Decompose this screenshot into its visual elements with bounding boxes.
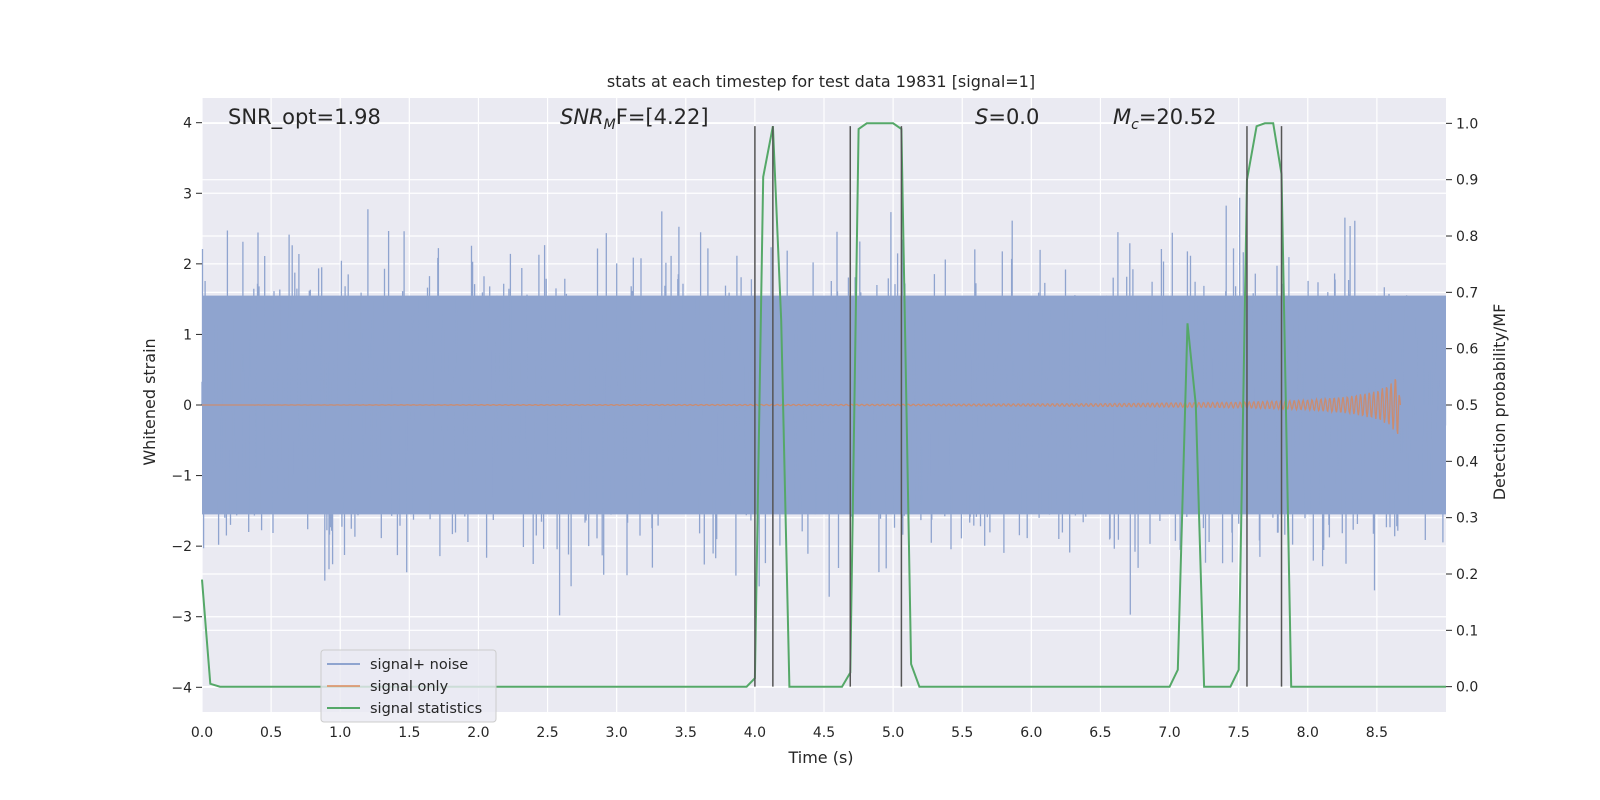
- annotation-snr-mf-rest: F=[4.22]: [616, 105, 709, 129]
- y-right-tick-label: 0.1: [1456, 623, 1478, 639]
- signal-trace: [202, 379, 1402, 434]
- x-tick-label: 3.5: [675, 725, 697, 741]
- left-y-axis-label: Whitened strain: [140, 338, 159, 465]
- annotation-snr-mf-base: SNR: [560, 105, 604, 129]
- x-tick-label: 5.5: [951, 725, 973, 741]
- y-left-tick-label: 1: [183, 327, 192, 343]
- y-right-tick-label: 0.7: [1456, 285, 1478, 301]
- x-tick-label: 0.5: [260, 725, 282, 741]
- y-right-tick-label: 0.4: [1456, 454, 1478, 470]
- annotation-snr-opt: SNR_opt=1.98: [228, 105, 381, 130]
- y-right-tick-label: 0.3: [1456, 511, 1478, 527]
- legend-label-statistics: signal statistics: [370, 701, 482, 717]
- y-right-tick-label: 0.9: [1456, 173, 1478, 189]
- left-y-axis-ticks: −4 −3 −2 −1 0 1 2 3 4: [171, 116, 202, 696]
- annotation-mc-sub: c: [1131, 117, 1139, 133]
- y-left-tick-label: −1: [171, 469, 192, 485]
- y-right-tick-label: 0.6: [1456, 342, 1478, 358]
- x-tick-label: 1.5: [398, 725, 420, 741]
- annotation-snr-mf-sub: M: [604, 117, 616, 133]
- y-right-tick-label: 1.0: [1456, 116, 1478, 132]
- y-left-tick-label: −3: [171, 610, 192, 626]
- x-tick-label: 6.0: [1020, 725, 1042, 741]
- annotation-mc-rest: =20.52: [1139, 105, 1217, 129]
- x-tick-label: 7.0: [1158, 725, 1180, 741]
- y-right-tick-label: 0.2: [1456, 567, 1478, 583]
- y-left-tick-label: 4: [183, 116, 192, 132]
- annotation-s-rest: =0.0: [988, 105, 1039, 129]
- y-right-tick-label: 0.8: [1456, 229, 1478, 245]
- legend-box: [320, 649, 497, 723]
- x-tick-label: 0.0: [191, 725, 213, 741]
- x-tick-label: 2.0: [467, 725, 489, 741]
- x-tick-label: 1.0: [329, 725, 351, 741]
- y-right-tick-label: 0.5: [1456, 398, 1478, 414]
- y-left-tick-label: −4: [171, 680, 192, 696]
- detection-vertical-lines: [754, 126, 1283, 687]
- right-y-axis-ticks: 0.0 0.1 0.2 0.3 0.4 0.5 0.6 0.7 0.8 0.9 1.0: [1446, 116, 1478, 696]
- y-left-tick-label: 3: [183, 186, 192, 202]
- x-tick-label: 4.5: [813, 725, 835, 741]
- statistics-line: [201, 122, 1446, 688]
- x-tick-label: 8.0: [1297, 725, 1319, 741]
- chart-title: stats at each timestep for test data 198…: [607, 72, 1035, 91]
- x-axis-label: Time (s): [787, 748, 853, 767]
- annotation-mc: Mc=20.52: [1113, 105, 1217, 133]
- annotation-mc-var: M: [1113, 105, 1131, 129]
- annotation-snr-mf: SNRMF=[4.22]: [560, 105, 709, 133]
- x-tick-label: 5.0: [882, 725, 904, 741]
- annotation-s: S=0.0: [975, 105, 1039, 129]
- legend-label-signal: signal only: [370, 679, 449, 695]
- x-tick-label: 6.5: [1089, 725, 1111, 741]
- signal-only-series: [202, 379, 1402, 434]
- legend-label-noise: signal+ noise: [370, 657, 468, 673]
- x-tick-label: 4.0: [744, 725, 766, 741]
- x-tick-label: 7.5: [1228, 725, 1250, 741]
- x-tick-label: 8.5: [1366, 725, 1388, 741]
- x-tick-label: 2.5: [536, 725, 558, 741]
- annotation-s-var: S: [975, 105, 988, 129]
- y-left-tick-label: 2: [183, 257, 192, 273]
- y-right-tick-label: 0.0: [1456, 680, 1478, 696]
- x-tick-label: 3.0: [606, 725, 628, 741]
- signal-statistics-series: [201, 122, 1446, 688]
- x-axis-ticks: 0.0 0.5 1.0 1.5 2.0 2.5 3.0 3.5 4.0 4.5 5.0 5.5 6.0 6…: [191, 725, 1388, 741]
- right-y-axis-label: Detection probability/MF: [1490, 304, 1509, 501]
- legend: signal+ noise signal only signal statist…: [320, 649, 497, 723]
- y-left-tick-label: 0: [183, 398, 192, 414]
- y-left-tick-label: −2: [171, 539, 192, 555]
